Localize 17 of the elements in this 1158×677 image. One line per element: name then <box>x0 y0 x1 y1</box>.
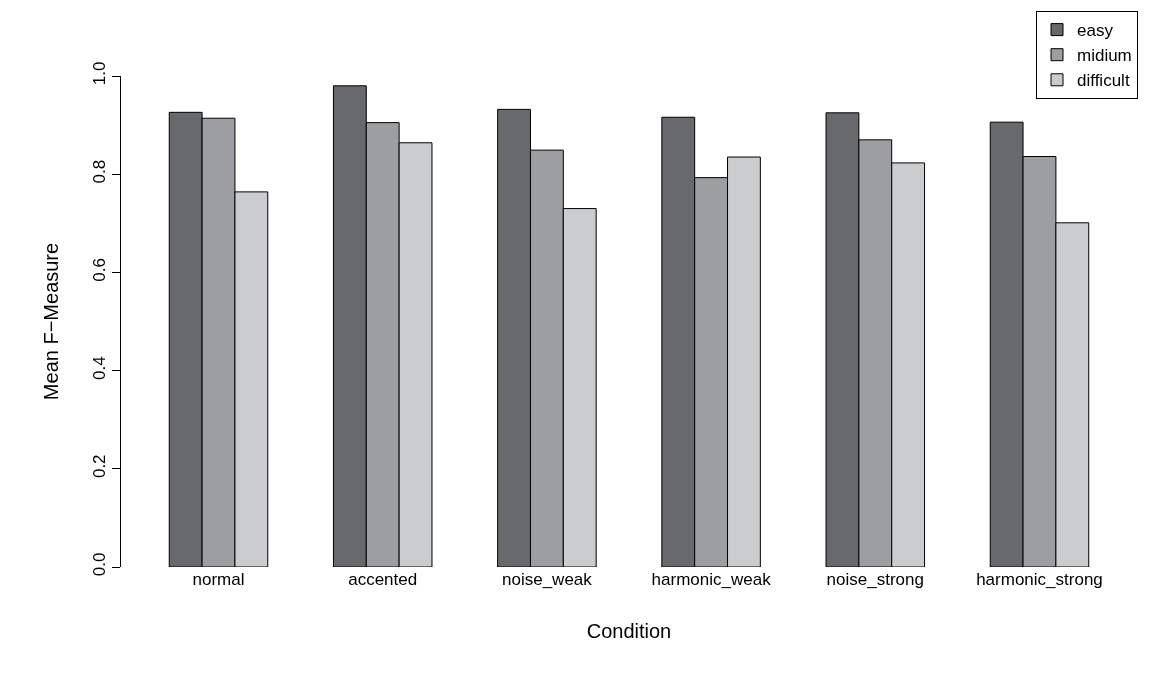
x-tick-label: noise_strong <box>826 570 924 589</box>
y-tick-label: 0.6 <box>90 258 110 282</box>
x-tick-label: accented <box>348 570 418 589</box>
legend-label: easy <box>1077 21 1114 41</box>
text: 0.0 <box>90 552 110 577</box>
legend-label: midium <box>1077 46 1132 66</box>
text: 1.0 <box>90 61 110 86</box>
x-tick-label: harmonic_strong <box>976 570 1103 589</box>
y-tick-label: 0.2 <box>90 454 110 479</box>
x-tick-label: harmonic_weak <box>651 570 772 589</box>
y-axis-title: Mean F−Measure <box>39 242 62 401</box>
x-tick-label: noise_weak <box>502 570 593 589</box>
x-tick-label: normal <box>192 570 245 589</box>
legend-label: difficult <box>1077 71 1130 91</box>
x-axis-title: Condition <box>586 619 672 642</box>
y-tick-label: 0.8 <box>90 159 110 184</box>
y-tick-label: 0.4 <box>90 356 110 380</box>
